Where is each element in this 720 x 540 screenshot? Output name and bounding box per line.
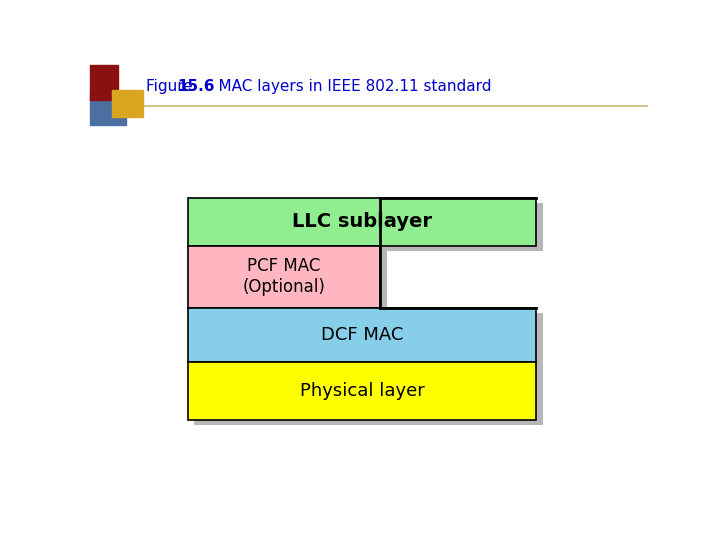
Bar: [90, 94, 126, 125]
Bar: [188, 246, 380, 308]
Bar: [194, 251, 387, 313]
Bar: [194, 367, 543, 426]
Bar: [188, 198, 536, 246]
Text: PCF MAC
(Optional): PCF MAC (Optional): [243, 258, 325, 296]
Text: Figure: Figure: [145, 79, 197, 94]
Bar: [194, 313, 543, 367]
Text: DCF MAC: DCF MAC: [321, 326, 403, 344]
Text: 15.6: 15.6: [178, 79, 215, 94]
Text: MAC layers in IEEE 802.11 standard: MAC layers in IEEE 802.11 standard: [199, 79, 491, 94]
Bar: [112, 90, 143, 117]
Bar: [188, 362, 536, 420]
Bar: [90, 65, 118, 100]
Text: LLC sublayer: LLC sublayer: [292, 212, 432, 231]
Bar: [194, 203, 543, 251]
Bar: [188, 308, 536, 362]
Text: Physical layer: Physical layer: [300, 382, 424, 400]
